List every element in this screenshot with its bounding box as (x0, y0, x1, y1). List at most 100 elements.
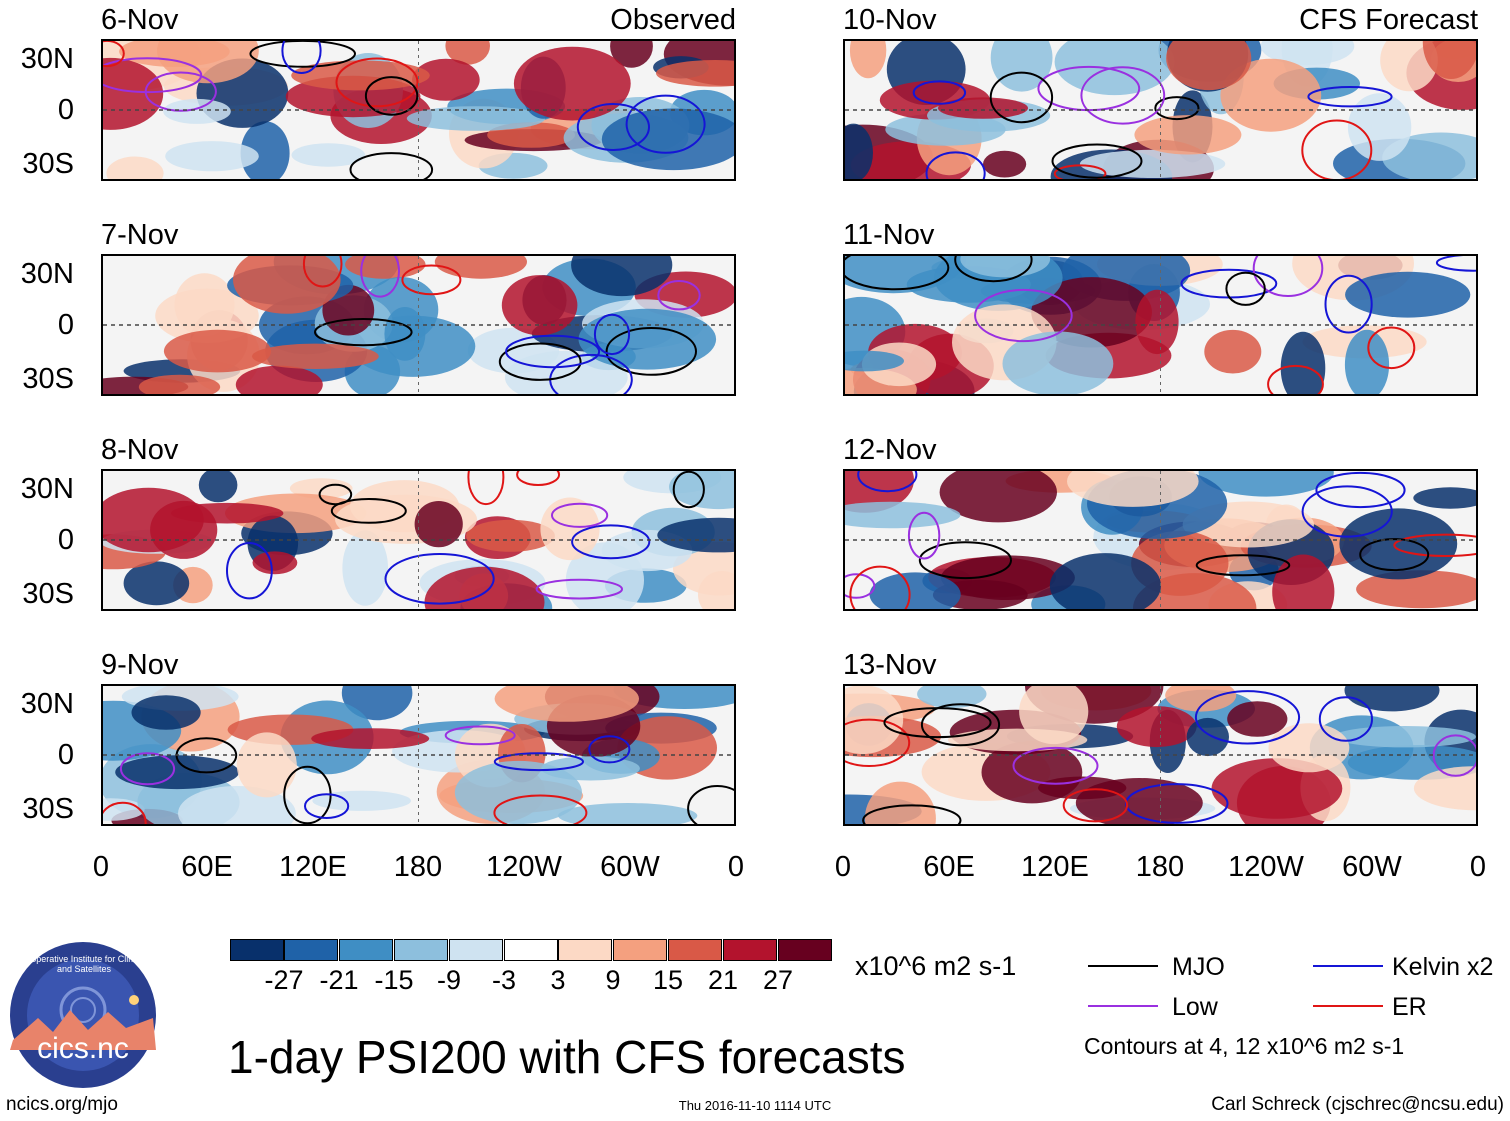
contour-line (857, 471, 918, 493)
lon-label: 120W (1228, 851, 1304, 883)
contour-line (1267, 364, 1324, 394)
field-anomaly (155, 288, 259, 343)
lon-label: 120W (486, 851, 562, 883)
field-anomaly (1413, 766, 1476, 811)
contour-line (1315, 471, 1406, 509)
field-anomaly (1031, 277, 1152, 348)
field-anomaly (1422, 41, 1476, 79)
contour-line (384, 553, 495, 605)
contour-line (1307, 86, 1393, 108)
field-anomaly (291, 60, 430, 91)
contour-line (119, 752, 176, 786)
legend-label: ER (1392, 993, 1427, 1021)
field-anomaly (115, 755, 239, 790)
lat-label: 30N (20, 688, 74, 720)
contour-line (498, 342, 582, 381)
field-anomaly (1347, 93, 1412, 161)
legend-label: MJO (1172, 953, 1225, 981)
field-anomaly (119, 41, 230, 67)
lon-label: 60E (923, 851, 975, 883)
colorbar-label: -9 (436, 965, 461, 995)
field-anomaly (845, 501, 961, 529)
lon-label: 0 (727, 851, 745, 883)
field-anomaly (445, 41, 490, 65)
field-anomaly (698, 571, 734, 609)
contour-line (249, 41, 356, 68)
lat-label: 0 (57, 524, 74, 556)
field-anomaly (138, 374, 221, 394)
logo-text: cics.nc (37, 1032, 129, 1065)
contour-line (989, 71, 1054, 124)
contour-line (571, 524, 651, 560)
contour-line (1194, 690, 1301, 745)
contour-line (576, 103, 650, 151)
panel-date: 10-Nov (843, 4, 937, 36)
contour-line (1367, 326, 1416, 370)
contour-line (1318, 696, 1373, 742)
contour-line (313, 318, 413, 347)
field-anomaly (983, 150, 1027, 178)
field-anomaly (412, 58, 480, 101)
panel-date: 6-Nov (101, 4, 179, 36)
colorbar-swatch (613, 939, 667, 961)
lon-label: 60E (181, 851, 233, 883)
map-field (845, 471, 1476, 609)
contour-line (1053, 164, 1107, 179)
contour-line (925, 151, 986, 179)
contour-line (907, 511, 941, 560)
colorbar-label: 3 (550, 965, 566, 995)
panel-source-label: Observed (610, 4, 736, 36)
field-anomaly (558, 803, 698, 824)
field-anomaly (845, 350, 904, 372)
contour-line (845, 256, 950, 291)
lon-label: 0 (1469, 851, 1487, 883)
lon-label: 0 (92, 851, 110, 883)
contour-line (845, 573, 876, 599)
legend-label: Kelvin x2 (1392, 953, 1494, 981)
colorbar-label: -3 (491, 965, 516, 995)
colorbar-swatch (339, 939, 393, 961)
field-anomaly (1166, 41, 1252, 91)
lat-label: 30S (22, 578, 74, 610)
field-anomaly (289, 478, 353, 499)
panel-date: 12-Nov (843, 434, 937, 466)
contour-line (516, 471, 561, 486)
lat-label: 30N (20, 473, 74, 505)
map-panel (843, 39, 1478, 181)
field-anomaly (1413, 487, 1476, 509)
contour-line (1432, 734, 1476, 777)
field-anomaly (291, 143, 366, 167)
field-anomaly (252, 343, 379, 369)
map-panel (101, 254, 736, 396)
field-anomaly (541, 756, 640, 781)
colorbar-label: 15 (652, 965, 684, 995)
map-field (845, 686, 1476, 824)
field-anomaly (1227, 701, 1288, 737)
field-anomaly (165, 141, 259, 172)
legend-line-er (1313, 1005, 1383, 1007)
map-field (103, 686, 734, 824)
field-anomaly (1134, 115, 1242, 155)
contour-line (605, 327, 697, 376)
footer-link[interactable]: ncics.org/mjo (6, 1094, 118, 1115)
contour-line (918, 541, 1012, 580)
field-anomaly (406, 106, 546, 131)
field-anomaly (610, 41, 653, 68)
contour-line (551, 502, 609, 528)
footer-author: Carl Schreck (cjschrec@ncsu.edu) (1211, 1094, 1504, 1115)
contour-line (349, 152, 434, 179)
field-anomaly (150, 500, 218, 559)
lat-label: 30N (20, 43, 74, 75)
lat-label: 30S (22, 793, 74, 825)
field-anomaly (252, 551, 298, 575)
lat-label: 0 (57, 739, 74, 771)
field-anomaly (240, 121, 290, 179)
contour-line (335, 57, 419, 108)
field-anomaly (1135, 289, 1179, 355)
contour-line (493, 752, 584, 772)
field-anomaly (565, 542, 644, 609)
colorbar-label: -15 (374, 965, 414, 995)
logo-ring-text: Cooperative Institute for Climate and Sa… (19, 954, 149, 974)
contour-line (1154, 96, 1200, 121)
field-anomaly (414, 501, 463, 548)
